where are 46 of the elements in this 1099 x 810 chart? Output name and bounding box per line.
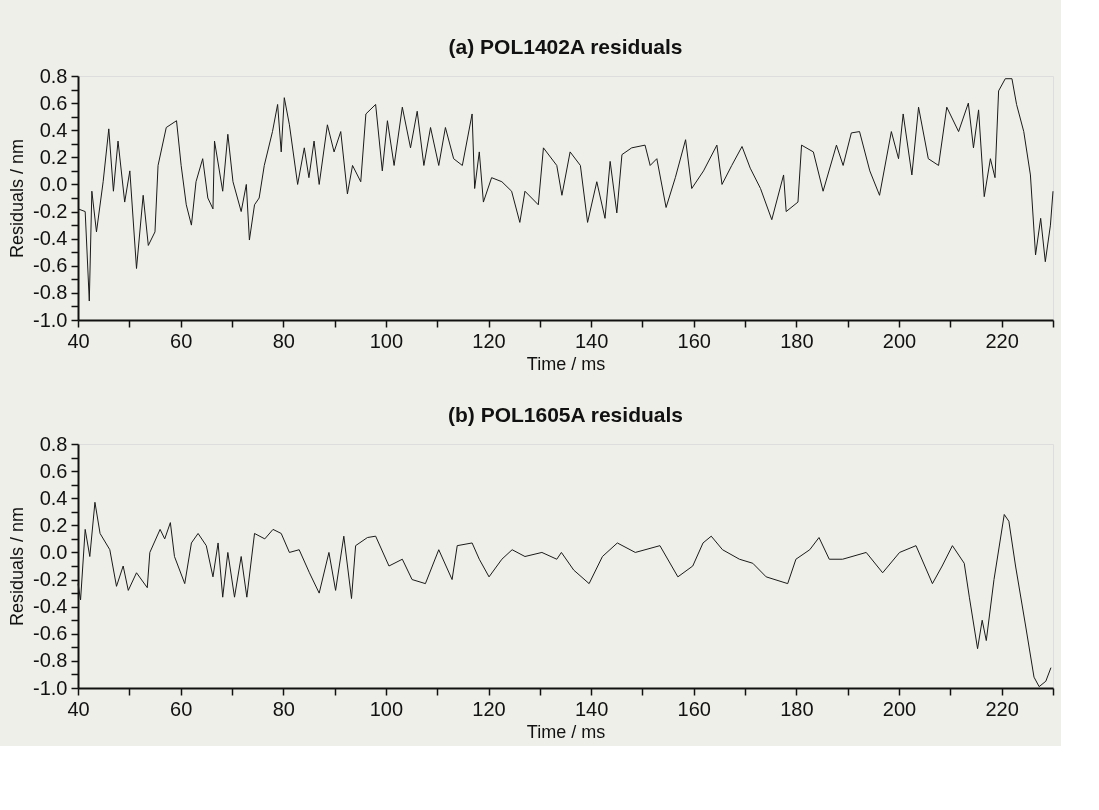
y-tick-label: 0.6 [39,91,68,114]
y-tick-label: 0.2 [39,145,68,168]
chart-title: (b) POL1605A residuals [448,403,683,426]
x-tick-label: 80 [272,329,295,352]
x-tick-label: 160 [677,329,711,352]
y-tick-label: 0.0 [39,172,68,195]
x-tick-label: 160 [677,697,711,720]
y-tick-label: -0.4 [33,227,68,250]
y-tick-label: -0.2 [33,568,68,591]
x-tick-label: 40 [67,697,90,720]
y-tick-label: -0.8 [33,281,68,304]
y-axis-title: Residuals / nm [7,506,28,627]
x-axis-title: Time / ms [526,721,606,742]
y-tick-label: -0.8 [33,649,68,672]
x-tick-label: 140 [574,697,609,720]
y-tick-label: 0.8 [39,432,68,455]
y-tick-label: -0.6 [33,254,68,277]
x-tick-label: 180 [780,697,814,720]
x-tick-label: 80 [272,697,295,720]
x-axis-title: Time / ms [526,353,606,374]
x-tick-label: 140 [574,329,609,352]
y-tick-label: -0.6 [33,622,68,645]
x-tick-label: 180 [780,329,814,352]
x-tick-label: 200 [882,697,917,720]
y-tick-label: 0.8 [39,64,68,87]
y-tick-label: -0.2 [33,200,68,223]
x-tick-label: 60 [170,329,193,352]
y-axis-title: Residuals / nm [7,138,28,259]
x-tick-label: 40 [67,329,90,352]
x-tick-label: 200 [882,329,917,352]
y-tick-label: 0.2 [39,513,68,536]
x-tick-label: 220 [985,697,1019,720]
x-tick-label: 220 [985,329,1019,352]
y-tick-label: 0.4 [39,118,68,141]
y-tick-label: -1.0 [33,308,68,331]
x-tick-label: 120 [472,697,506,720]
y-tick-label: 0.6 [39,459,68,482]
x-tick-label: 120 [472,329,506,352]
x-tick-label: 100 [369,329,404,352]
chart-title: (a) POL1402A residuals [448,35,683,58]
y-tick-label: -1.0 [33,676,68,699]
y-tick-label: -0.4 [33,595,68,618]
y-tick-label: 0.4 [39,486,68,509]
y-tick-label: 0.0 [39,540,68,563]
x-tick-label: 60 [170,697,193,720]
x-tick-label: 100 [369,697,404,720]
